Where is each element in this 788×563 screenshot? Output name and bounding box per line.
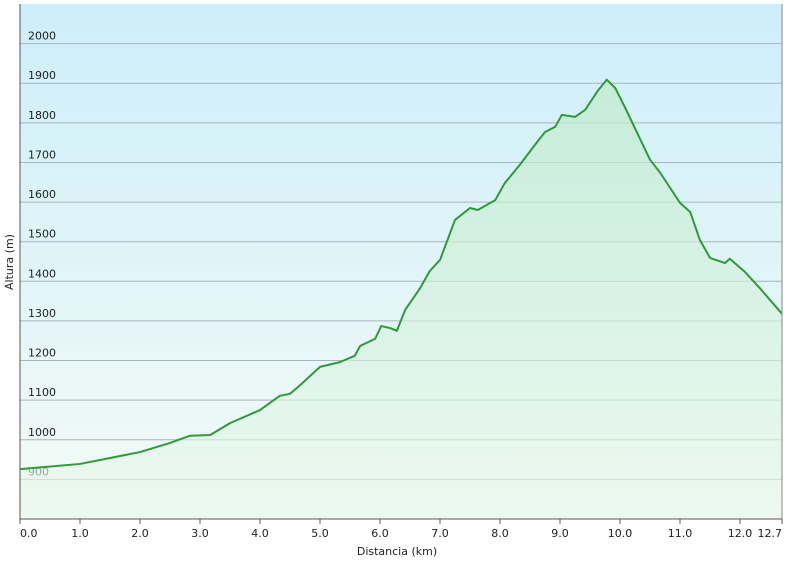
area-fill bbox=[20, 79, 782, 520]
y-tick-label: 1600 bbox=[28, 188, 56, 201]
x-tick-label: 4.0 bbox=[251, 527, 269, 540]
y-tick-label: 1800 bbox=[28, 109, 56, 122]
x-tick-label: 12.0 bbox=[728, 527, 753, 540]
y-tick-label: 1000 bbox=[28, 426, 56, 439]
x-tick-label: 11.0 bbox=[668, 527, 693, 540]
y-tick-label: 1400 bbox=[28, 267, 56, 280]
x-tick-label: 0.0 bbox=[20, 527, 38, 540]
y-tick-label: 1500 bbox=[28, 228, 56, 241]
x-axis-title: Distancia (km) bbox=[357, 545, 437, 558]
x-tick-label: 9.0 bbox=[551, 527, 569, 540]
y-axis-title: Altura (m) bbox=[3, 234, 16, 290]
x-tick-label: 1.0 bbox=[71, 527, 89, 540]
y-tick-label: 1700 bbox=[28, 148, 56, 161]
x-tick-label: 12.7 bbox=[758, 527, 783, 540]
y-tick-label: 1100 bbox=[28, 386, 56, 399]
y-tick-label: 1300 bbox=[28, 307, 56, 320]
x-tick-label: 10.0 bbox=[608, 527, 633, 540]
x-tick-label: 8.0 bbox=[491, 527, 509, 540]
x-tick-label: 2.0 bbox=[131, 527, 149, 540]
x-tick-label: 5.0 bbox=[311, 527, 329, 540]
x-tick-label: 6.0 bbox=[371, 527, 389, 540]
y-tick-label: 2000 bbox=[28, 30, 56, 43]
x-tick-label: 3.0 bbox=[191, 527, 209, 540]
profile-line bbox=[19, 78, 783, 471]
x-tick-label: 7.0 bbox=[431, 527, 449, 540]
y-tick-label: 1200 bbox=[28, 347, 56, 360]
y-tick-label: 1900 bbox=[28, 69, 56, 82]
